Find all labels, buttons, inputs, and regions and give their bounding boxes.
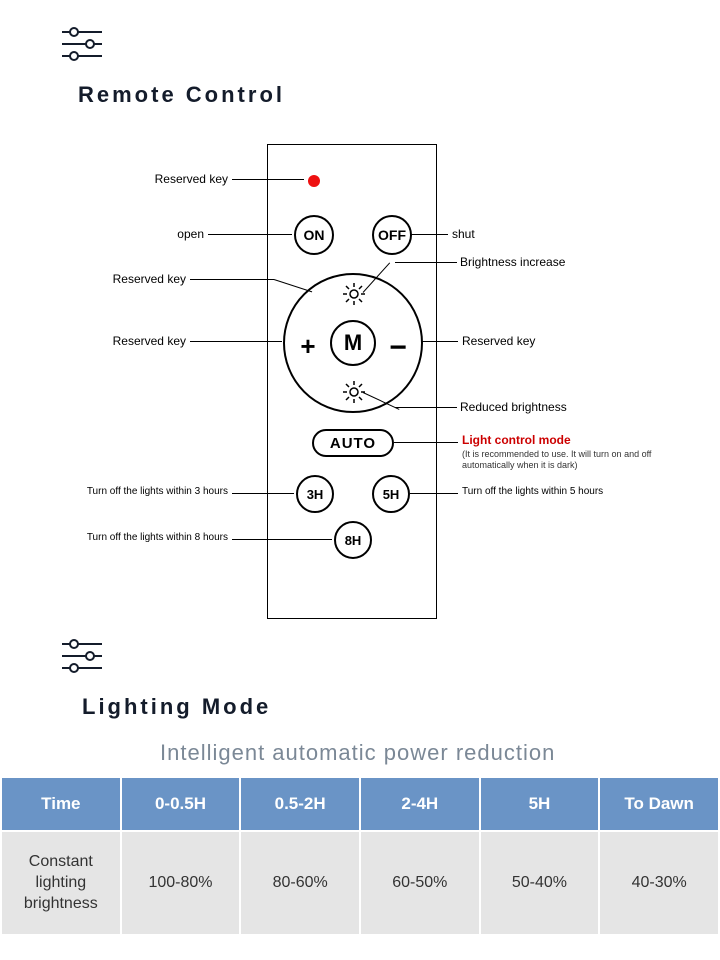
- td-v3: 50-40%: [480, 831, 600, 935]
- remote-body: ON OFF M + − AUTO 3H 5H 8H: [267, 144, 437, 619]
- th-05-2h: 0.5-2H: [240, 777, 360, 831]
- td-v4: 40-30%: [599, 831, 719, 935]
- minus-button[interactable]: −: [383, 331, 413, 365]
- th-2-4h: 2-4H: [360, 777, 480, 831]
- callout-auto-sub: (It is recommended to use. It will turn …: [462, 449, 677, 471]
- plus-button[interactable]: +: [293, 331, 323, 362]
- brightness-up-button[interactable]: [341, 281, 367, 307]
- table-data-row: Constant lighting brightness 100-80% 80-…: [1, 831, 719, 935]
- callout-auto-mode: Light control mode: [462, 433, 571, 447]
- callout-timer3: Turn off the lights within 3 hours: [12, 486, 228, 497]
- callout-timer8: Turn off the lights within 8 hours: [12, 532, 228, 543]
- remote-diagram: ON OFF M + − AUTO 3H 5H 8H Reserved key …: [60, 144, 660, 634]
- callout-reserved-plus: Reserved key: [60, 272, 186, 286]
- td-v2: 60-50%: [360, 831, 480, 935]
- mode-button[interactable]: M: [330, 320, 376, 366]
- callout-open: open: [60, 227, 204, 241]
- led-indicator: [308, 175, 320, 187]
- callout-reserved-led: Reserved key: [60, 172, 228, 186]
- section-title-lighting: Lighting Mode: [82, 694, 271, 720]
- sliders-icon: [60, 636, 104, 676]
- th-dawn: To Dawn: [599, 777, 719, 831]
- callout-timer5: Turn off the lights within 5 hours: [462, 486, 603, 497]
- callout-bright-inc: Brightness increase: [460, 255, 565, 269]
- callout-minus-reserved: Reserved key: [462, 334, 535, 348]
- table-subtitle: Intelligent automatic power reduction: [160, 740, 555, 766]
- td-v1: 80-60%: [240, 831, 360, 935]
- brightness-table: Time 0-0.5H 0.5-2H 2-4H 5H To Dawn Const…: [0, 776, 720, 936]
- td-v0: 100-80%: [121, 831, 241, 935]
- auto-button[interactable]: AUTO: [312, 429, 394, 457]
- timer-5h-button[interactable]: 5H: [372, 475, 410, 513]
- timer-8h-button[interactable]: 8H: [334, 521, 372, 559]
- off-button[interactable]: OFF: [372, 215, 412, 255]
- table-header-row: Time 0-0.5H 0.5-2H 2-4H 5H To Dawn: [1, 777, 719, 831]
- th-time: Time: [1, 777, 121, 831]
- control-wheel: M + −: [283, 273, 423, 413]
- section-title-remote: Remote Control: [78, 82, 285, 108]
- th-5h: 5H: [480, 777, 600, 831]
- th-0-05h: 0-0.5H: [121, 777, 241, 831]
- sliders-icon: [60, 24, 104, 64]
- timer-3h-button[interactable]: 3H: [296, 475, 334, 513]
- on-button[interactable]: ON: [294, 215, 334, 255]
- callout-mode-reserved: Reserved key: [60, 334, 186, 348]
- td-label: Constant lighting brightness: [1, 831, 121, 935]
- callout-shut: shut: [452, 227, 475, 241]
- callout-bright-dec: Reduced brightness: [460, 400, 567, 414]
